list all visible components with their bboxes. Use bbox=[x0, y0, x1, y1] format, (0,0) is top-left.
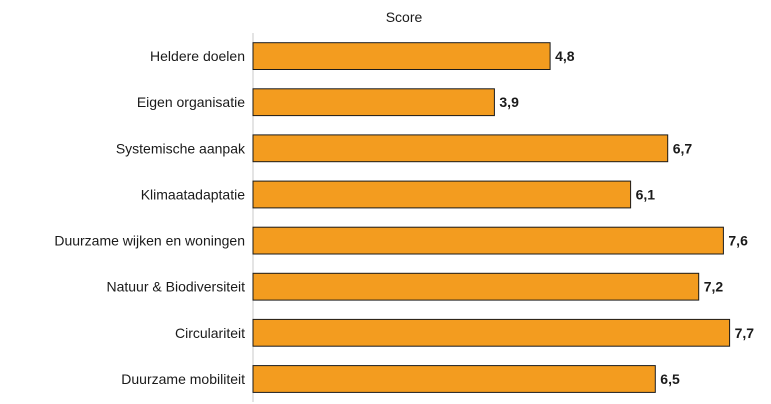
category-label: Duurzame mobiliteit bbox=[121, 371, 245, 387]
bar bbox=[252, 272, 700, 301]
data-label: 6,1 bbox=[636, 186, 656, 202]
category-label: Systemische aanpak bbox=[116, 140, 246, 156]
bar bbox=[252, 318, 731, 347]
bar bbox=[252, 42, 551, 70]
bars-group: Heldere doelen 4,8 Eigen organisatie 3,9 Sys… bbox=[54, 42, 755, 393]
category-label: Heldere doelen bbox=[150, 48, 245, 64]
data-label: 7,6 bbox=[728, 233, 748, 249]
bar bbox=[252, 226, 724, 255]
category-label: Circulariteit bbox=[175, 325, 245, 341]
data-label: 3,9 bbox=[499, 94, 519, 110]
data-label: 6,5 bbox=[660, 371, 680, 387]
category-label: Natuur & Biodiversiteit bbox=[106, 279, 245, 295]
category-label: Klimaatadaptatie bbox=[141, 186, 246, 202]
bar bbox=[252, 180, 632, 209]
data-label: 7,2 bbox=[704, 279, 724, 295]
bar bbox=[252, 134, 669, 163]
data-label: 4,8 bbox=[555, 48, 575, 64]
axis-title: Score bbox=[386, 9, 423, 25]
data-label: 7,7 bbox=[735, 325, 755, 341]
data-label: 6,7 bbox=[673, 140, 693, 156]
bar bbox=[252, 365, 656, 393]
category-label: Duurzame wijken en woningen bbox=[54, 233, 245, 249]
category-label: Eigen organisatie bbox=[137, 94, 245, 110]
bar bbox=[252, 88, 495, 117]
